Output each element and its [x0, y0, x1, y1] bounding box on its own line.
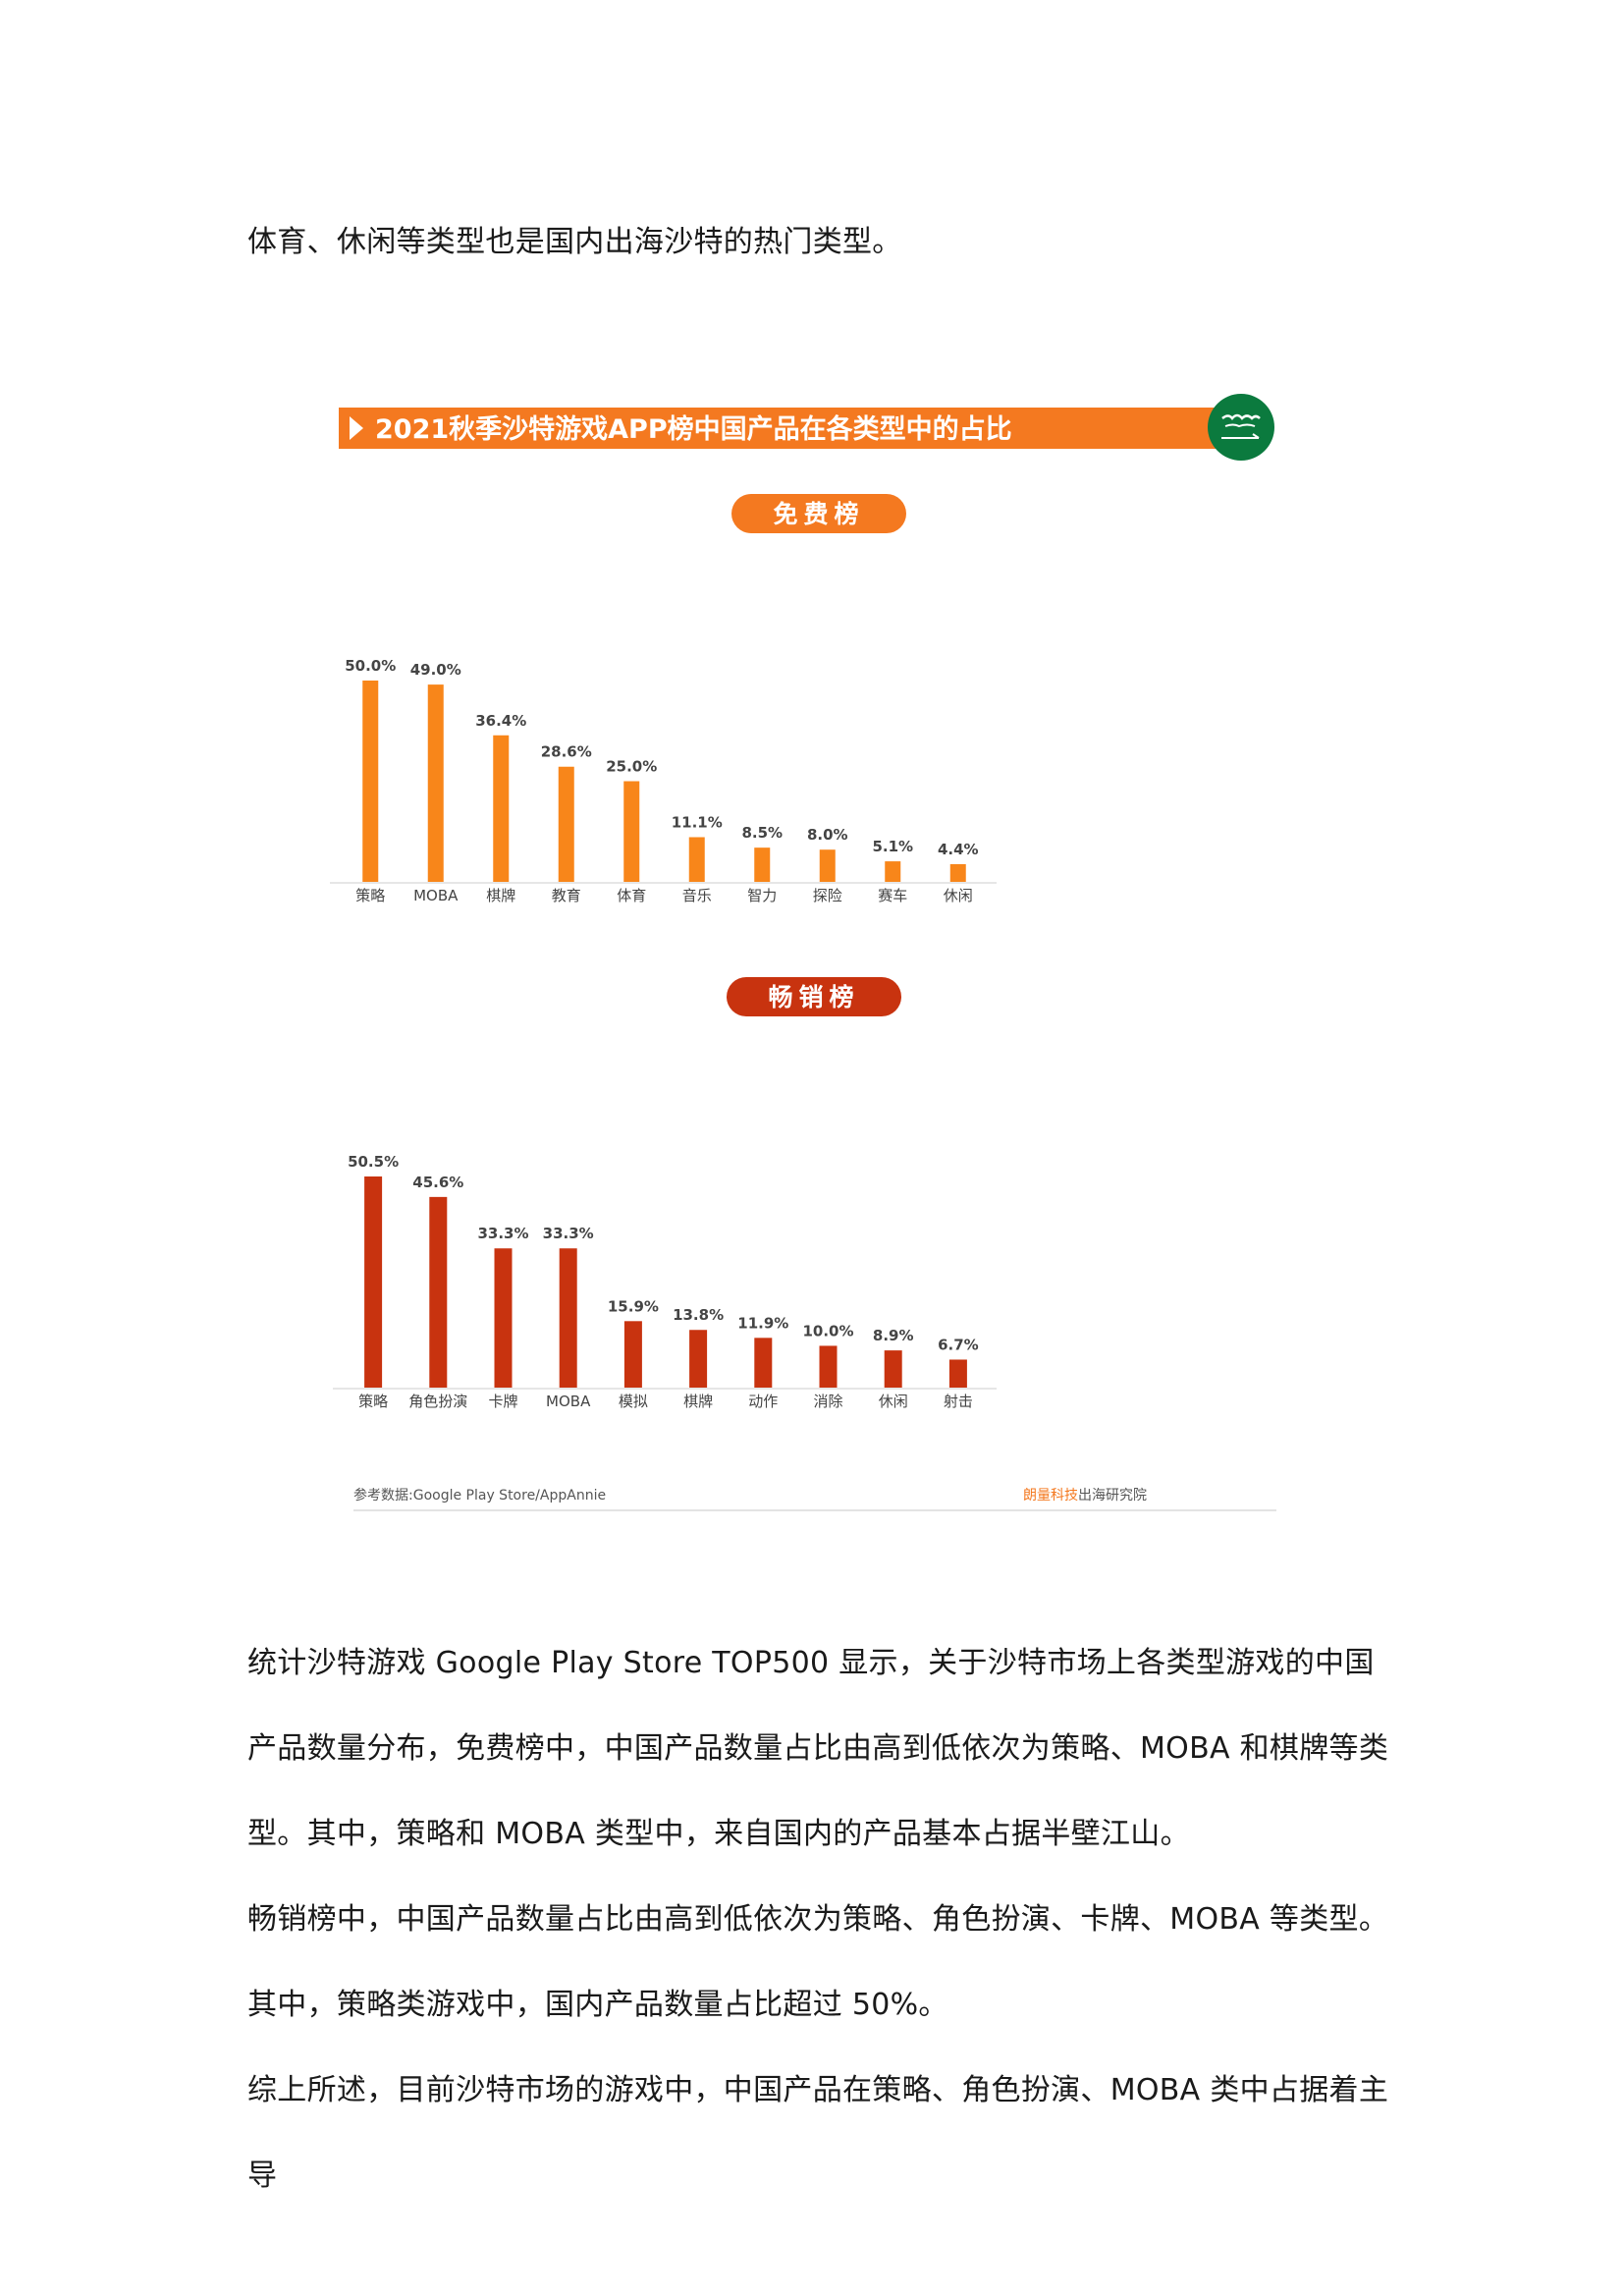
grossing-data-label: 13.8%	[673, 1306, 724, 1324]
free-data-label: 28.6%	[541, 743, 592, 761]
free-category-label: MOBA	[413, 887, 459, 904]
free-bar	[623, 781, 640, 882]
free-bar	[949, 863, 966, 882]
grossing-bar	[884, 1350, 902, 1388]
grossing-bar	[623, 1321, 642, 1388]
grossing-bar	[494, 1248, 513, 1388]
free-bar	[688, 837, 705, 882]
free-data-label: 25.0%	[606, 758, 657, 776]
free-data-label: 11.1%	[672, 813, 723, 831]
chart-svg: 2021秋季沙特游戏APP榜中国产品在各类型中的占比 免费榜 50.0% 策略 49…	[330, 394, 1276, 1511]
free-category-label: 策略	[355, 887, 385, 904]
grossing-data-label: 8.9%	[873, 1327, 914, 1344]
grossing-chart-badge: 畅销榜	[727, 977, 901, 1016]
grossing-bar	[559, 1248, 577, 1388]
body-paragraph-2: 畅销榜中，中国产品数量占比由高到低依次为策略、角色扮演、卡牌、MOBA 等类型。…	[247, 1902, 1389, 2022]
grossing-data-label: 11.9%	[737, 1314, 788, 1332]
free-data-label: 50.0%	[345, 657, 396, 675]
grossing-bar	[429, 1196, 448, 1388]
free-data-label: 4.4%	[938, 841, 979, 858]
free-chart-badge: 免费榜	[731, 494, 906, 533]
grossing-bar	[948, 1359, 967, 1388]
body-paragraph-3: 综上所述，目前沙特市场的游戏中，中国产品在策略、角色扮演、MOBA 类中占据着主…	[247, 2073, 1389, 2193]
free-bar	[493, 735, 510, 882]
grossing-bar	[819, 1345, 838, 1388]
free-category-label: 音乐	[682, 887, 712, 904]
grossing-data-label: 33.3%	[543, 1225, 594, 1242]
grossing-data-label: 10.0%	[802, 1322, 853, 1339]
chart-figure: 2021秋季沙特游戏APP榜中国产品在各类型中的占比 免费榜 50.0% 策略 49…	[324, 293, 1316, 1599]
free-chart-title: 免费榜	[773, 500, 864, 528]
free-data-label: 36.4%	[475, 712, 526, 730]
grossing-category-label: 模拟	[619, 1393, 648, 1410]
free-data-label: 8.0%	[807, 826, 848, 844]
free-bar	[885, 861, 901, 882]
body-paragraph-1: 统计沙特游戏 Google Play Store TOP500 显示，关于沙特市…	[247, 1646, 1389, 1851]
grossing-category-label: 卡牌	[488, 1393, 517, 1410]
chart-title: 2021秋季沙特游戏APP榜中国产品在各类型中的占比	[375, 413, 1012, 445]
free-data-label: 8.5%	[741, 824, 783, 842]
grossing-category-label: 动作	[748, 1393, 778, 1410]
free-bar	[362, 681, 379, 882]
free-category-label: 教育	[552, 887, 581, 904]
grossing-category-label: 射击	[944, 1393, 973, 1410]
credit-brand: 朗量科技	[1023, 1488, 1078, 1503]
grossing-bar	[754, 1338, 773, 1388]
grossing-category-label: 棋牌	[683, 1393, 713, 1410]
free-category-label: 赛车	[878, 887, 907, 904]
title-bar	[339, 408, 1242, 449]
title-arrow-icon	[350, 416, 363, 440]
free-data-label: 49.0%	[410, 661, 461, 679]
grossing-category-label: 休闲	[879, 1393, 908, 1410]
grossing-category-label: MOBA	[546, 1393, 591, 1410]
grossing-bar	[364, 1176, 383, 1388]
free-bar	[819, 849, 836, 882]
grossing-chart: 50.5% 策略 45.6% 角色扮演 33.3% 卡牌 33.3% MOBA 15.9% 模拟 1…	[333, 1153, 997, 1410]
source-note: 参考数据:Google Play Store/AppAnnie	[353, 1487, 606, 1503]
free-data-label: 5.1%	[872, 838, 913, 855]
free-category-label: 体育	[617, 887, 646, 904]
free-bar	[427, 684, 444, 882]
grossing-data-label: 33.3%	[477, 1225, 528, 1242]
grossing-data-label: 6.7%	[938, 1336, 979, 1353]
free-category-label: 棋牌	[486, 887, 515, 904]
grossing-category-label: 角色扮演	[408, 1393, 467, 1410]
grossing-category-label: 消除	[813, 1393, 842, 1410]
grossing-bar	[689, 1330, 708, 1388]
grossing-data-label: 45.6%	[412, 1174, 463, 1191]
free-bar	[558, 766, 574, 882]
free-bar	[754, 847, 771, 882]
grossing-data-label: 15.9%	[608, 1297, 659, 1315]
intro-paragraph: 体育、休闲等类型也是国内出海沙特的热门类型。	[247, 225, 902, 259]
grossing-category-label: 策略	[358, 1393, 388, 1410]
saudi-flag-icon	[1208, 394, 1274, 461]
free-category-label: 智力	[747, 887, 777, 904]
free-category-label: 休闲	[944, 887, 973, 904]
credit-rest: 出海研究院	[1078, 1488, 1147, 1503]
free-category-label: 探险	[813, 887, 842, 904]
free-chart: 50.0% 策略 49.0% MOBA 36.4% 棋牌 28.6% 教育 25.0% 体育 11.…	[330, 657, 997, 904]
grossing-chart-title: 畅销榜	[768, 983, 859, 1011]
credit-note: 朗量科技出海研究院	[1023, 1488, 1147, 1503]
body-paragraphs: 统计沙特游戏 Google Play Store TOP500 显示，关于沙特市…	[247, 1620, 1396, 2218]
grossing-data-label: 50.5%	[348, 1153, 399, 1171]
